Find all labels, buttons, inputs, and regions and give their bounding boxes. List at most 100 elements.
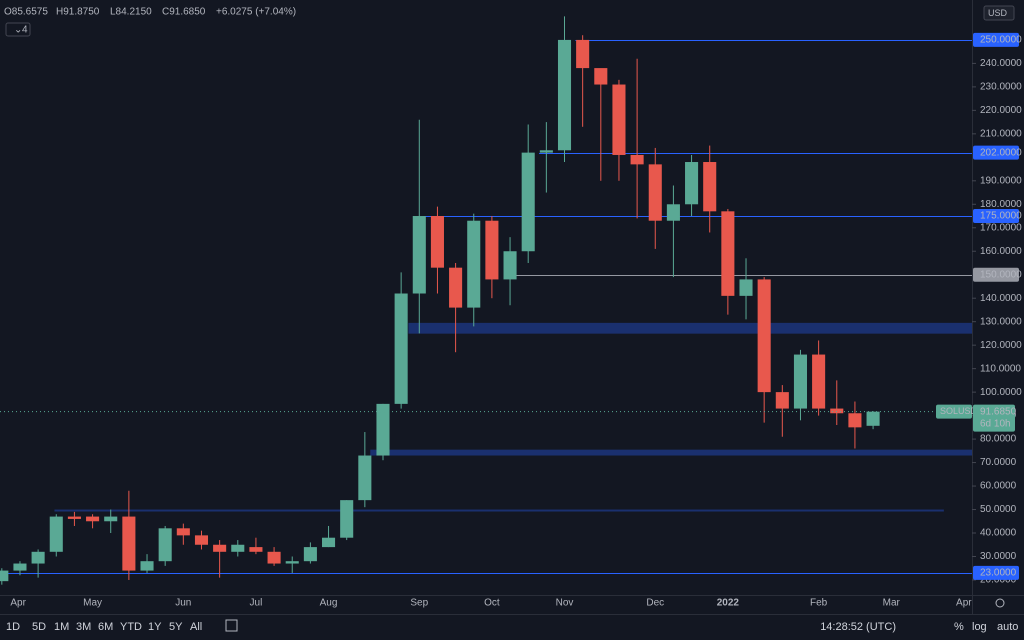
candle-body xyxy=(467,220,481,308)
clock: 14:28:52 (UTC) xyxy=(820,621,896,633)
indicator-count: 4 xyxy=(22,25,28,36)
range-button[interactable]: 3M xyxy=(76,621,91,633)
candle-body xyxy=(31,551,45,564)
date-range-icon[interactable] xyxy=(225,619,238,632)
candle-body xyxy=(358,455,372,501)
candle-body xyxy=(485,220,499,280)
candle-body xyxy=(703,162,717,212)
level-tag xyxy=(973,565,1019,580)
range-button[interactable]: YTD xyxy=(120,621,142,633)
candle-body xyxy=(158,528,172,562)
candle-body xyxy=(122,516,136,571)
y-tick-label: 120.0000 xyxy=(980,340,1022,351)
y-tick-label: 60.0000 xyxy=(980,481,1017,492)
x-tick-label: Nov xyxy=(556,598,574,609)
level-tag xyxy=(973,209,1019,224)
candle-body xyxy=(612,84,626,155)
ohlc-value: C91.6850 xyxy=(162,7,206,18)
y-tick-label: 50.0000 xyxy=(980,504,1017,515)
ohlc-value: O85.6575 xyxy=(4,7,48,18)
currency-select[interactable] xyxy=(983,5,1015,21)
y-tick-label: 160.0000 xyxy=(980,246,1022,257)
candle-body xyxy=(376,403,390,456)
y-tick-label: 180.0000 xyxy=(980,199,1022,210)
candle-body xyxy=(666,204,680,221)
zone xyxy=(370,449,972,456)
x-tick-label: May xyxy=(83,598,102,609)
level-tag xyxy=(973,32,1019,47)
settings-icon[interactable] xyxy=(995,598,1005,608)
x-tick-label: Mar xyxy=(883,598,901,609)
level-tag xyxy=(973,267,1019,282)
level-label: 202.0000 xyxy=(980,147,1022,158)
candle-body xyxy=(812,354,826,409)
range-button[interactable]: 6M xyxy=(98,621,113,633)
x-tick-label: Oct xyxy=(484,598,500,609)
candle-body xyxy=(521,152,535,252)
candle-body xyxy=(394,293,408,404)
axis-option[interactable]: log xyxy=(972,621,987,633)
y-tick-label: 220.0000 xyxy=(980,105,1022,116)
x-tick-label: Apr xyxy=(10,598,26,609)
range-button[interactable]: 5Y xyxy=(169,621,183,633)
candle-body xyxy=(267,551,281,564)
zone xyxy=(54,509,944,512)
range-button[interactable]: 5D xyxy=(32,621,46,633)
axis-option[interactable]: % xyxy=(954,621,964,633)
y-tick-label: 70.0000 xyxy=(980,457,1017,468)
candle-body xyxy=(285,561,299,564)
candle-body xyxy=(539,150,553,153)
level-label: 23.0000 xyxy=(980,568,1017,579)
candle-body xyxy=(848,413,862,428)
candle-body xyxy=(194,535,209,545)
candle-body xyxy=(13,563,27,571)
y-tick-label: 210.0000 xyxy=(980,128,1022,139)
candle-body xyxy=(576,39,590,69)
candle-body xyxy=(503,251,517,280)
ohlc-value: H91.8750 xyxy=(56,7,100,18)
level-tag xyxy=(973,145,1019,160)
y-tick-label: 170.0000 xyxy=(980,222,1022,233)
range-button[interactable]: All xyxy=(190,621,202,633)
level-label: 150.0000 xyxy=(980,269,1022,280)
candle-body xyxy=(86,516,100,522)
x-tick-label: Jul xyxy=(250,598,263,609)
candle-body xyxy=(176,528,190,536)
candle-body xyxy=(757,279,771,393)
y-tick-label: 40.0000 xyxy=(980,528,1017,539)
range-button[interactable]: 1D xyxy=(6,621,20,633)
x-tick-label: Apr xyxy=(956,598,972,609)
y-tick-label: 230.0000 xyxy=(980,82,1022,93)
candle-body xyxy=(866,411,880,426)
candle-body xyxy=(449,267,463,308)
candle-body xyxy=(594,68,608,85)
candle-body xyxy=(67,516,81,519)
y-tick-label: 190.0000 xyxy=(980,175,1022,186)
indicator-toggle[interactable] xyxy=(5,22,31,37)
candle-body xyxy=(685,162,699,205)
candle-body xyxy=(648,164,662,221)
range-button[interactable]: 1M xyxy=(54,621,69,633)
candle-body xyxy=(412,216,426,294)
candle-body xyxy=(430,216,444,268)
candle-body xyxy=(793,354,808,409)
zone xyxy=(408,322,973,334)
candle-body xyxy=(630,154,644,165)
level-label: 250.0000 xyxy=(980,35,1022,46)
countdown: 6d 10h xyxy=(980,418,1011,429)
y-tick-label: 130.0000 xyxy=(980,316,1022,327)
range-button[interactable]: 1Y xyxy=(148,621,162,633)
y-tick-label: 110.0000 xyxy=(980,363,1021,374)
price-label: 91.6850 xyxy=(980,406,1017,417)
candle-body xyxy=(557,39,572,151)
y-tick-label: 240.0000 xyxy=(980,58,1022,69)
candle-body xyxy=(721,211,735,296)
x-tick-label: 2022 xyxy=(717,598,740,609)
candle-body xyxy=(213,544,227,552)
price-tag xyxy=(973,404,1015,432)
indicator-arrow: ⌄ xyxy=(14,25,22,36)
x-tick-label: Dec xyxy=(646,598,664,609)
axis-option[interactable]: auto xyxy=(997,621,1018,633)
y-tick-label: 80.0000 xyxy=(980,434,1017,445)
